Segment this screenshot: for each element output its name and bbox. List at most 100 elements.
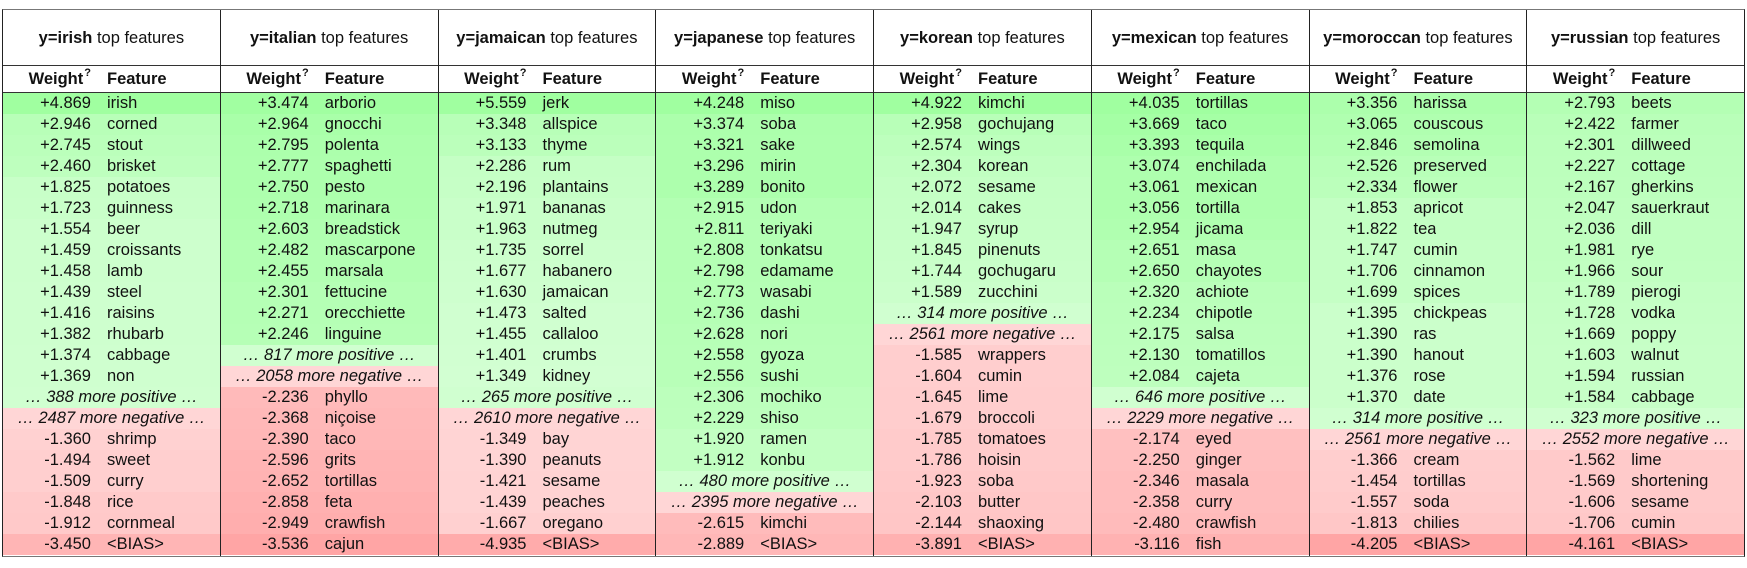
- weight-value: +1.912: [693, 451, 745, 469]
- weight-value: +3.393: [1128, 136, 1180, 154]
- table-row: -2.652 tortillas: [220, 471, 438, 492]
- feature-name: breadstick: [324, 220, 400, 238]
- more-positive-summary: … 314 more positive …: [1309, 408, 1527, 429]
- weight-header: Weight?: [874, 67, 972, 89]
- class-label: y=korean: [900, 28, 973, 47]
- table-row: +3.074 enchilada: [1091, 156, 1309, 177]
- table-row: -1.569 shortening: [1527, 471, 1744, 492]
- feature-name: habanero: [542, 262, 613, 280]
- weight-value: -2.949: [261, 514, 309, 532]
- table-row: -2.236 phyllo: [220, 387, 438, 408]
- table-row: -4.205 <BIAS>: [1309, 534, 1527, 555]
- weight-help-icon[interactable]: ?: [1608, 67, 1616, 79]
- title-suffix: top features: [977, 28, 1065, 47]
- summary-text: … 480 more positive …: [678, 472, 851, 490]
- weight-value: +1.594: [1564, 367, 1616, 385]
- table-row: +3.065 couscous: [1309, 114, 1527, 135]
- feature-name: mascarpone: [324, 241, 416, 259]
- feature-name: teriyaki: [760, 220, 813, 238]
- feature-name: ginger: [1195, 451, 1242, 469]
- weight-value: +1.699: [1346, 283, 1398, 301]
- feature-name: polenta: [324, 136, 379, 154]
- table-row: -1.604 cumin: [874, 366, 1091, 387]
- weight-help-icon[interactable]: ?: [1390, 67, 1398, 79]
- table-row: +2.422 farmer: [1527, 114, 1744, 135]
- weights-table-body: +2.793 beets +2.422 farmer +2.301 dillweed +2.…: [1527, 93, 1744, 556]
- table-row: -1.366 cream: [1309, 450, 1527, 471]
- weight-value: +2.167: [1564, 178, 1616, 196]
- weight-value: +2.798: [693, 262, 745, 280]
- more-positive-summary: … 480 more positive …: [656, 471, 873, 492]
- weight-help-icon[interactable]: ?: [519, 67, 527, 79]
- weight-help-icon[interactable]: ?: [84, 67, 91, 79]
- title-suffix: top features: [1201, 28, 1289, 47]
- more-negative-summary: … 2229 more negative …: [1091, 408, 1309, 429]
- table-row: +1.390 ras: [1309, 324, 1527, 345]
- weight-value: +2.795: [257, 136, 309, 154]
- feature-name: spices: [1413, 283, 1461, 301]
- column-header-row: Weight? Feature: [220, 66, 438, 93]
- weight-value: +1.416: [40, 304, 91, 322]
- table-row: +2.167 gherkins: [1527, 177, 1744, 198]
- table-row: +1.376 rose: [1309, 366, 1527, 387]
- weight-help-icon[interactable]: ?: [302, 67, 309, 79]
- table-row: +1.966 sour: [1527, 261, 1744, 282]
- weight-help-icon[interactable]: ?: [1173, 67, 1180, 79]
- title-text: y=japanese top features: [674, 28, 855, 48]
- column-header-row: Weight? Feature: [874, 66, 1091, 93]
- weight-header-label: Weight: [246, 70, 302, 88]
- feature-name: sesame: [542, 472, 601, 490]
- weight-header: Weight?: [1310, 67, 1408, 89]
- feature-name: chilies: [1413, 514, 1460, 532]
- table-row: +1.584 cabbage: [1527, 387, 1744, 408]
- table-row: +2.526 preserved: [1309, 156, 1527, 177]
- table-row: +1.971 bananas: [438, 198, 656, 219]
- feature-name: cornmeal: [107, 514, 175, 532]
- table-row: -1.349 bay: [438, 429, 656, 450]
- weight-value: +2.072: [911, 178, 962, 196]
- table-row: -2.615 kimchi: [656, 513, 873, 534]
- table-row: +2.334 flower: [1309, 177, 1527, 198]
- weight-value: +2.460: [40, 157, 91, 175]
- table-row: +1.747 cumin: [1309, 240, 1527, 261]
- feature-name: cajeta: [1195, 367, 1240, 385]
- feature-name: korean: [978, 157, 1029, 175]
- weight-value: +1.920: [693, 430, 745, 448]
- column-title: y=moroccan top features: [1309, 10, 1527, 66]
- table-row: +2.915 udon: [656, 198, 873, 219]
- weight-header: Weight?: [3, 67, 101, 89]
- weight-value: +2.811: [694, 220, 745, 238]
- feature-name: dashi: [760, 304, 800, 322]
- feature-name: shrimp: [107, 430, 157, 448]
- feature-name: curry: [1195, 493, 1233, 511]
- weight-value: -1.494: [44, 451, 91, 469]
- weight-header: Weight?: [439, 67, 537, 89]
- table-row: +1.630 jamaican: [438, 282, 656, 303]
- summary-text: … 323 more positive …: [1549, 409, 1722, 427]
- title-text: y=irish top features: [39, 28, 184, 48]
- summary-text: … 2561 more negative …: [888, 325, 1077, 343]
- weight-value: +2.558: [693, 346, 745, 364]
- feature-name: nori: [760, 325, 788, 343]
- weight-help-icon[interactable]: ?: [955, 67, 962, 79]
- weight-value: -2.250: [1132, 451, 1180, 469]
- weight-help-icon[interactable]: ?: [737, 67, 745, 79]
- column-header-row: Weight? Feature: [1309, 66, 1527, 93]
- feature-name: masa: [1195, 241, 1237, 259]
- table-row: +1.912 konbu: [656, 450, 873, 471]
- weight-value: -1.360: [44, 430, 91, 448]
- feature-name: masala: [1195, 472, 1249, 490]
- table-row: +1.825 potatoes: [3, 177, 220, 198]
- summary-text: … 388 more positive …: [25, 388, 198, 406]
- weight-header-label: Weight: [1117, 70, 1173, 88]
- feature-name: non: [107, 367, 135, 385]
- table-row: +1.390 hanout: [1309, 345, 1527, 366]
- feature-header: Feature: [1413, 70, 1474, 88]
- class-label: y=japanese: [674, 28, 764, 47]
- table-row: +2.229 shiso: [656, 408, 873, 429]
- weight-value: +2.651: [1128, 241, 1180, 259]
- feature-name: tonkatsu: [760, 241, 823, 259]
- feature-name: arborio: [324, 94, 377, 112]
- feature-name: pesto: [324, 178, 366, 196]
- weight-value: +2.946: [40, 115, 91, 133]
